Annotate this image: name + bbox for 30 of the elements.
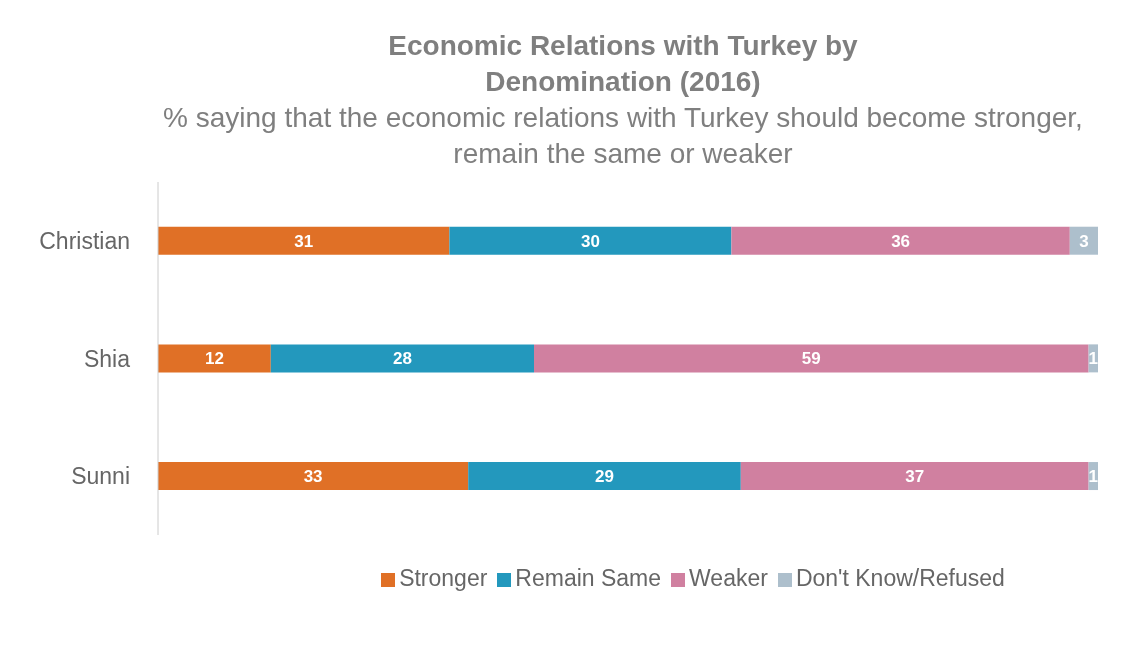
data-label: 28 [392,349,412,369]
data-label: 1 [1088,349,1099,369]
data-label: 31 [294,231,314,251]
data-label: 29 [595,467,614,487]
bar [158,344,271,373]
legend-label: Don't Know/Refused [795,565,1005,591]
y-tick-label: Shia [83,345,131,372]
bar [270,344,534,373]
legend-label: Weaker [689,565,768,591]
data-label: 1 [1088,467,1099,487]
data-label: 37 [905,467,925,487]
bar [158,462,469,491]
y-tick-label: Sunni [71,463,130,490]
data-label: 33 [303,467,323,487]
bar [534,344,1089,373]
data-label: 36 [891,231,911,251]
data-label: 3 [1079,231,1089,251]
chart-title: Economic Relations with Turkey by Denomination (2016) [387,29,859,99]
legend-label: Stronger [399,565,488,591]
y-tick-label: Christian [39,228,130,254]
data-label: 12 [204,349,224,369]
bar [158,226,450,255]
bar [731,226,1070,255]
chart-subtitle: % saying that the economic relations with Turkey should become stronger, remain the same or weaker [163,101,1083,171]
bar [468,462,741,491]
data-label: 59 [801,349,821,369]
legend-label: Remain Same [515,565,662,591]
data-label: 30 [580,231,600,251]
bar [449,226,732,255]
bar [740,462,1089,491]
